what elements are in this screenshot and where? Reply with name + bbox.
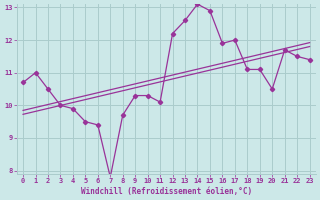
X-axis label: Windchill (Refroidissement éolien,°C): Windchill (Refroidissement éolien,°C) <box>81 187 252 196</box>
